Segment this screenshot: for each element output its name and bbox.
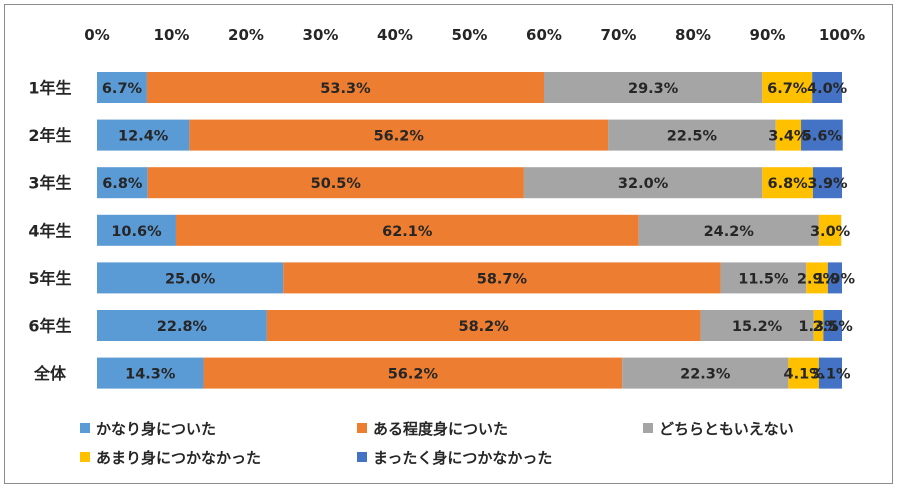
category-label: 全体: [33, 364, 67, 383]
bar-segment: [775, 119, 802, 151]
data-label: 32.0%: [618, 176, 669, 192]
legend-swatch: [643, 423, 653, 433]
bar-segment: [801, 119, 843, 151]
bar-segment: [97, 72, 147, 103]
data-label: 58.7%: [477, 271, 528, 287]
data-label: 3.4%: [768, 129, 809, 145]
data-label: 22.8%: [157, 319, 208, 335]
data-label: 29.3%: [628, 81, 679, 97]
x-tick-label: 30%: [303, 26, 339, 44]
data-label: 6.7%: [767, 81, 808, 97]
x-tick-label: 0%: [84, 26, 109, 44]
bar-segment: [97, 167, 148, 199]
category-label: 5年生: [28, 269, 71, 288]
bar-segment: [523, 167, 763, 199]
bar-segment: [97, 262, 284, 294]
data-label: 6.7%: [102, 81, 143, 97]
data-label: 56.2%: [374, 129, 425, 145]
data-label: 15.2%: [732, 319, 783, 335]
bar-segment: [762, 167, 813, 199]
legend-swatch: [80, 452, 90, 462]
data-label: 14.3%: [125, 367, 176, 383]
bar-segment: [788, 357, 819, 389]
bar-segment: [97, 119, 190, 151]
category-label: 3年生: [28, 174, 71, 193]
bar-segment: [638, 214, 819, 246]
x-tick-label: 90%: [750, 26, 786, 44]
x-tick-label: 40%: [377, 26, 413, 44]
bar-segment: [812, 167, 842, 199]
bar-segment: [720, 262, 807, 294]
data-label: 6.8%: [102, 176, 143, 192]
bar-segment: [827, 262, 842, 294]
data-label: 22.3%: [680, 367, 731, 383]
data-label: 58.2%: [458, 319, 509, 335]
legend-label: ある程度身についた: [373, 420, 508, 438]
data-label: 1.9%: [815, 271, 856, 287]
category-label: 1年生: [28, 79, 71, 98]
legend-label: どちらともいえない: [659, 420, 794, 438]
data-label: 6.8%: [768, 176, 809, 192]
data-label: 10.6%: [111, 224, 162, 240]
x-tick-label: 60%: [526, 26, 562, 44]
bar-segment: [812, 72, 842, 103]
data-label: 1.3%: [798, 319, 839, 335]
bar-segment: [97, 357, 204, 389]
bar-segment: [813, 310, 824, 341]
data-label: 3.9%: [807, 176, 848, 192]
bar-segment: [203, 357, 623, 389]
bar-segment: [97, 310, 267, 341]
category-label: 6年生: [28, 317, 71, 336]
data-label: 4.0%: [807, 81, 848, 97]
data-label: 56.2%: [388, 367, 439, 383]
category-label: 2年生: [28, 126, 71, 145]
bar-segment: [283, 262, 721, 294]
data-label: 2.9%: [797, 271, 838, 287]
x-tick-label: 80%: [675, 26, 711, 44]
data-label: 22.5%: [667, 129, 718, 145]
x-tick-label: 20%: [228, 26, 264, 44]
data-label: 62.1%: [382, 224, 433, 240]
bar-segment: [189, 119, 609, 151]
bar-segment: [700, 310, 814, 341]
bar-segment: [806, 262, 828, 294]
legend-label: かなり身についた: [96, 420, 216, 438]
data-label: 25.0%: [165, 271, 216, 287]
bar-segment: [818, 214, 842, 246]
bar-segment: [147, 167, 524, 199]
x-tick-label: 70%: [601, 26, 637, 44]
data-label: 24.2%: [704, 224, 755, 240]
data-label: 5.6%: [802, 129, 843, 145]
legend-label: まったく身につかなかった: [373, 449, 552, 467]
data-label: 3.1%: [810, 367, 851, 383]
data-label: 50.5%: [311, 176, 362, 192]
data-label: 4.1%: [784, 367, 825, 383]
bar-segment: [175, 214, 639, 246]
bar-segment: [762, 72, 813, 103]
bar-segment: [266, 310, 701, 341]
bar-segment: [622, 357, 789, 389]
bar-segment: [608, 119, 776, 151]
data-label: 53.3%: [320, 81, 371, 97]
data-label: 11.5%: [738, 271, 789, 287]
x-tick-label: 10%: [154, 26, 190, 44]
bar-segment: [823, 310, 842, 341]
data-label: 12.4%: [118, 129, 169, 145]
x-tick-label: 50%: [452, 26, 488, 44]
legend-label: あまり身につかなかった: [96, 449, 261, 467]
bar-segment: [818, 357, 842, 389]
x-tick-label: 100%: [819, 26, 865, 44]
bar-segment: [146, 72, 545, 103]
data-label: 3.0%: [810, 224, 851, 240]
bar-segment: [97, 214, 176, 246]
legend-swatch: [357, 423, 367, 433]
data-label: 2.5%: [813, 319, 854, 335]
category-label: 4年生: [28, 221, 71, 240]
legend-swatch: [357, 452, 367, 462]
legend-swatch: [80, 423, 90, 433]
bar-segment: [544, 72, 763, 103]
